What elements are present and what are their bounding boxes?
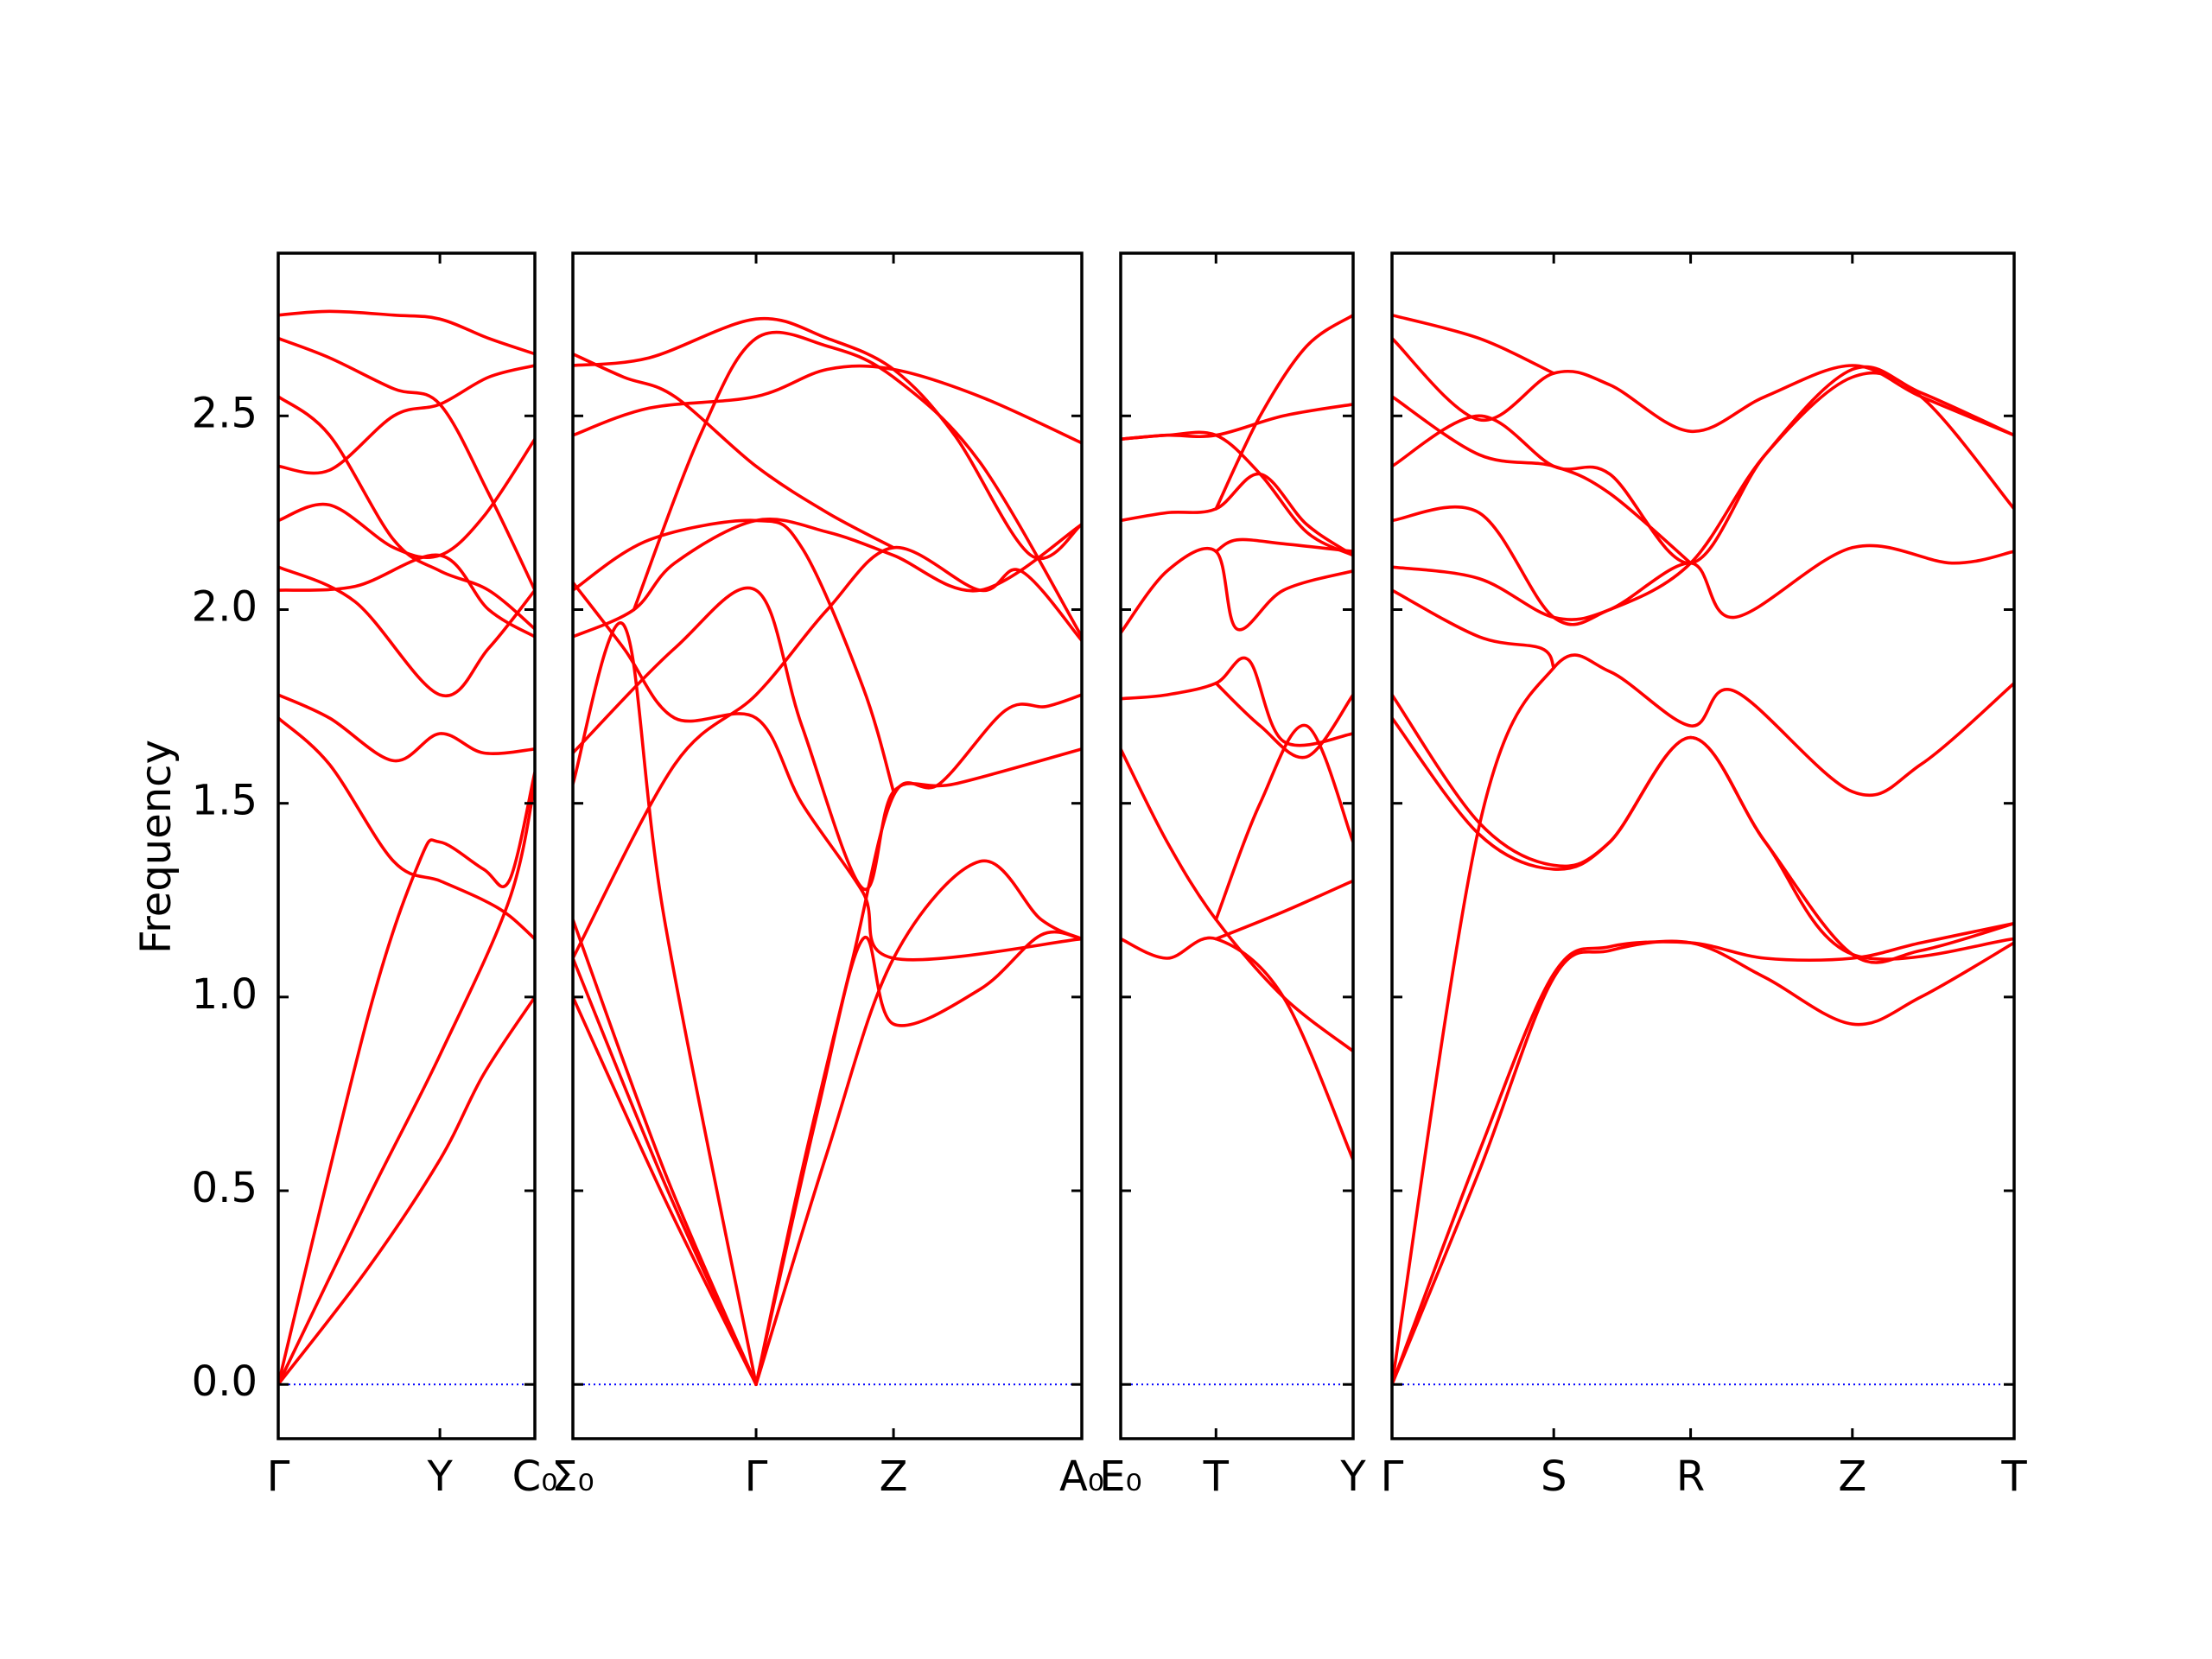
band-line — [1392, 371, 2014, 626]
band-line — [573, 316, 1082, 560]
x-tick-label: Σ₀ — [551, 1452, 594, 1501]
band-line — [573, 621, 758, 1386]
panel-1 — [278, 309, 535, 1386]
band-line — [1121, 546, 1353, 635]
x-tick-label: Y — [1339, 1452, 1366, 1501]
x-tick-label: T — [2000, 1452, 2027, 1501]
band-line — [1121, 936, 1353, 1161]
y-tick-label: 1.0 — [192, 970, 257, 1019]
y-tick-label: 1.5 — [192, 777, 257, 825]
band-line — [1392, 653, 2014, 1386]
band-line — [1392, 716, 2014, 964]
x-tick-label: Y — [426, 1452, 453, 1501]
panel-3-bands — [1121, 313, 1353, 1386]
band-line — [278, 565, 535, 698]
band-line — [754, 930, 1082, 1386]
band-line — [632, 330, 1082, 639]
panel-frame — [1390, 251, 2016, 1440]
y-tick-label: 2.0 — [192, 582, 257, 631]
y-tick-label: 0.5 — [192, 1164, 257, 1212]
y-tick-label: 0.0 — [192, 1357, 257, 1406]
band-line — [1214, 681, 1353, 760]
x-tick-label: C₀ — [512, 1452, 558, 1501]
band-line — [1392, 939, 2014, 1386]
x-tick-label: S — [1541, 1452, 1567, 1501]
band-line — [573, 586, 1082, 892]
band-line — [1121, 656, 1353, 747]
band-line — [1392, 313, 1555, 375]
band-line — [573, 918, 758, 1386]
panel-1-bands — [278, 309, 535, 1386]
x-tick-label: T — [1203, 1452, 1230, 1501]
band-line — [1214, 313, 1353, 511]
band-line — [278, 309, 535, 356]
band-line — [1392, 693, 2014, 961]
band-line — [278, 395, 535, 631]
y-tick-label: 2.5 — [192, 389, 257, 437]
band-line — [278, 716, 535, 941]
panel-4 — [1392, 313, 2014, 1386]
band-line — [1121, 472, 1353, 557]
panel-frame — [1119, 251, 1355, 1440]
x-tick-label: E₀ — [1099, 1452, 1142, 1501]
y-axis-label: Frequency — [132, 740, 181, 954]
band-line — [1121, 430, 1353, 557]
band-line — [278, 364, 535, 475]
band-line — [573, 352, 895, 550]
band-line — [1121, 747, 1353, 1053]
x-tick-label: Z — [1838, 1452, 1866, 1501]
band-line — [278, 437, 535, 560]
band-line — [1392, 921, 2014, 1386]
x-tick-label: Γ — [267, 1452, 290, 1501]
x-tick-label: Γ — [745, 1452, 768, 1501]
panel-frame — [571, 251, 1084, 1440]
band-line — [1121, 403, 1353, 441]
band-line — [573, 545, 1082, 960]
x-tick-label: A₀ — [1059, 1452, 1104, 1501]
band-line — [278, 336, 535, 592]
panel-frame — [276, 251, 537, 1440]
band-line — [754, 693, 1082, 1386]
band-line — [1214, 537, 1353, 553]
band-line — [1392, 395, 1693, 565]
band-line — [573, 518, 895, 793]
band-line — [278, 782, 535, 1386]
panel-2-bands — [573, 316, 1082, 1386]
band-line — [1214, 723, 1353, 921]
band-line — [278, 771, 535, 1386]
band-line — [1392, 336, 2014, 437]
panel-4-bands — [1392, 313, 2014, 1386]
band-line — [278, 995, 535, 1386]
panel-2 — [573, 316, 1082, 1386]
band-line — [1214, 879, 1353, 941]
bands-layer — [278, 309, 2014, 1386]
x-tick-label: Z — [880, 1452, 908, 1501]
band-line — [1392, 588, 1555, 670]
band-line — [278, 693, 535, 763]
band-line — [573, 364, 1082, 445]
band-line — [573, 581, 1082, 962]
x-tick-label: R — [1676, 1452, 1705, 1501]
x-tick-label: Γ — [1381, 1452, 1404, 1501]
band-line — [573, 518, 1082, 639]
panel-3 — [1121, 313, 1353, 1386]
